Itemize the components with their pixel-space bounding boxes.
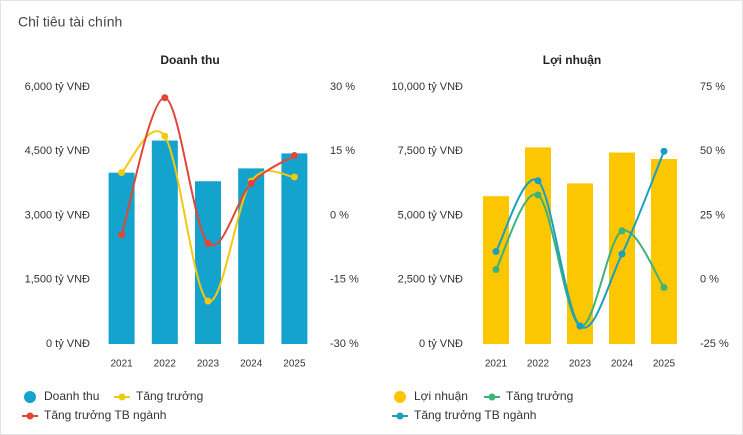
y-tick-label: 3,000 tỷ VNĐ [25,209,90,221]
y2-tick-label: -25 % [700,338,729,350]
line-point [492,247,500,255]
legend-marker [26,412,34,420]
y-tick-label: 7,500 tỷ VNĐ [398,145,463,157]
y2-tick-label: -15 % [330,274,359,286]
bar [281,153,308,344]
line-point [618,227,626,235]
y-tick-label: 0 tỷ VNĐ [419,338,463,350]
line-point [290,152,298,160]
line-point [118,231,126,239]
line-point [204,297,212,305]
legend-marker [24,391,36,403]
legend-label: Tăng trưởng [136,389,203,403]
bar [609,152,635,344]
y-tick-label: 1,500 tỷ VNĐ [25,274,90,286]
line-point [118,169,126,177]
y-tick-label: 4,500 tỷ VNĐ [25,145,90,157]
y-tick-label: 0 tỷ VNĐ [46,338,90,350]
y-tick-label: 2,500 tỷ VNĐ [398,274,463,286]
legend-marker [118,393,126,401]
x-tick-label: 2025 [283,359,306,370]
x-tick-label: 2024 [611,359,634,370]
y2-tick-label: 0 % [700,274,719,286]
line-point [204,239,212,247]
chart-title: Doanh thu [160,53,219,67]
x-tick-label: 2023 [197,359,220,370]
legend-label: Tăng trưởng TB ngành [414,408,536,422]
legend-label: Lợi nhuận [414,389,468,403]
bar [195,181,221,344]
y2-tick-label: 25 % [700,209,725,221]
legend-marker [488,393,496,401]
line-point [660,283,668,291]
bar [567,183,593,344]
x-tick-label: 2021 [485,359,508,370]
legend-label: Tăng trưởng TB ngành [44,408,166,422]
page-title: Chỉ tiêu tài chính [18,14,122,30]
line-point [618,250,626,258]
line-point [290,173,298,181]
bar [151,140,178,344]
x-tick-label: 2022 [154,359,177,370]
line-point [161,132,169,140]
x-tick-label: 2021 [110,359,133,370]
y2-tick-label: 15 % [330,145,355,157]
y2-tick-label: 75 % [700,81,725,93]
line-point [161,94,169,102]
line-point [247,179,255,187]
y2-tick-label: -30 % [330,338,359,350]
bar [525,147,551,344]
chart-title: Lợi nhuận [543,53,602,67]
line-point [660,147,668,155]
legend-marker [396,412,404,420]
y-tick-label: 6,000 tỷ VNĐ [25,81,90,93]
bar [651,158,677,344]
y2-tick-label: 50 % [700,145,725,157]
x-tick-label: 2025 [653,359,676,370]
y-tick-label: 5,000 tỷ VNĐ [398,209,463,221]
legend-label: Doanh thu [44,389,99,403]
line-point [576,322,584,330]
x-tick-label: 2023 [569,359,592,370]
line-point [492,265,500,273]
x-tick-label: 2024 [240,359,263,370]
x-tick-label: 2022 [527,359,550,370]
line-point [534,191,542,199]
y2-tick-label: 0 % [330,209,349,221]
legend-marker [394,391,406,403]
y2-tick-label: 30 % [330,81,355,93]
bar [238,168,265,344]
y-tick-label: 10,000 tỷ VNĐ [391,81,463,93]
legend-label: Tăng trưởng [506,389,573,403]
line-point [534,177,542,185]
